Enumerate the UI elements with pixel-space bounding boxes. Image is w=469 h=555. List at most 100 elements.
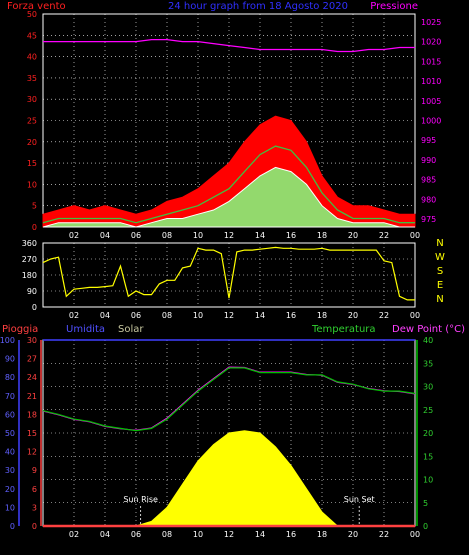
temp-x-tick: 12 [224,530,234,539]
compass-label: W [435,252,445,263]
wind-axis-label: Forza vento [7,1,66,12]
rain-y-tick: 6 [32,485,37,494]
wind-x-tick: 18 [317,231,327,240]
temp-x-tick: 02 [69,530,79,539]
wind-x-tick: 14 [255,231,265,240]
wind-y-tick: 30 [27,95,37,104]
wind-average-area [42,166,415,228]
temp-x-tick: 22 [379,530,389,539]
humidity-y-tick: 70 [5,392,15,401]
wind-x-tick: 22 [379,231,389,240]
chart-title: 24 hour graph from 18 Agosto 2020 [168,1,348,12]
humidity-y-tick: 90 [5,355,15,364]
pressure-y-tick: 985 [421,176,436,185]
rain-y-tick: 9 [32,466,37,475]
wind-x-tick: 04 [100,231,110,240]
humidity-y-tick: 0 [10,522,15,531]
direction-x-tick: 10 [193,311,203,320]
wind-x-tick: 20 [348,231,358,240]
pressure-y-tick: 1025 [421,18,441,27]
humidity-y-tick: 40 [5,448,15,457]
temperature-y-tick: 30 [423,383,433,392]
wind-y-tick: 15 [27,159,37,168]
direction-x-tick: 14 [255,311,265,320]
direction-x-tick: 02 [69,311,79,320]
wind-y-tick: 35 [27,74,37,83]
direction-x-tick: 18 [317,311,327,320]
temp-x-tick: 08 [162,530,172,539]
wind-mid-series [42,145,415,224]
compass-label: S [437,266,443,277]
wind-pressure-panel: 02 04 06 08 10 12 14 16 18 20 22 000510152025303540… [27,10,442,240]
temperature-y-tick: 20 [423,429,433,438]
direction-y-tick: 180 [22,271,37,280]
temperature-axis-label: Temperatura [311,324,376,335]
humidity-y-tick: 20 [5,485,15,494]
temp-x-tick: 00 [410,530,420,539]
wind-direction-series [42,246,415,301]
humidity-y-tick: 60 [5,410,15,419]
temp-x-tick: 20 [348,530,358,539]
temperature-y-tick: 0 [423,522,428,531]
direction-x-tick: 12 [224,311,234,320]
temperature-y-tick: 15 [423,452,433,461]
direction-y-tick: 360 [22,239,37,248]
rain-y-tick: 18 [27,410,37,419]
humidity-y-tick: 50 [5,429,15,438]
pressure-series [43,38,415,53]
wind-gust-area [42,115,416,228]
wind-x-tick: 06 [131,231,141,240]
wind-y-tick: 0 [32,223,37,232]
compass-label: N [436,294,443,305]
rain-y-tick: 27 [27,355,37,364]
direction-x-tick: 20 [348,311,358,320]
temp-x-tick: 04 [100,530,110,539]
rain-y-tick: 3 [32,503,37,512]
rain-y-tick: 0 [32,522,37,531]
pressure-y-tick: 1020 [421,38,441,47]
compass-label: E [437,280,443,291]
rain-y-tick: 21 [27,392,37,401]
temp-x-tick: 06 [131,530,141,539]
sun-marker-label: Sun Set [344,495,375,504]
humidity-y-tick: 10 [5,503,15,512]
wind-y-tick: 5 [32,202,37,211]
temperature-y-tick: 5 [423,499,428,508]
direction-x-tick: 04 [100,311,110,320]
humidity-y-tick: 80 [5,373,15,382]
pressure-y-tick: 995 [421,136,436,145]
pressure-y-tick: 1015 [421,57,441,66]
humidity-axis-label: Umidita [66,324,105,335]
rain-y-tick: 15 [27,429,37,438]
wind-x-tick: 10 [193,231,203,240]
temperature-y-tick: 10 [423,476,433,485]
rain-y-tick: 24 [27,373,37,382]
temperature-y-tick: 40 [423,336,433,345]
direction-x-tick: 16 [286,311,296,320]
dew-point-axis-label: Dew Point (°C) [392,324,465,335]
direction-y-tick: 90 [27,287,37,296]
sun-marker-label: Sun Rise [123,495,158,504]
solar-axis-label: Solar [118,324,144,335]
temp-x-tick: 16 [286,530,296,539]
pressure-y-tick: 1010 [421,77,441,86]
temp-x-tick: 14 [255,530,265,539]
direction-y-tick: 270 [22,255,37,264]
wind-y-tick: 50 [27,10,37,19]
temperature-solar-panel: 02 04 06 08 10 12 14 16 18 20 22 000102030405060708… [0,336,433,539]
temperature-y-tick: 35 [423,359,433,368]
wind-x-tick: 16 [286,231,296,240]
wind-y-tick: 10 [27,180,37,189]
wind-x-tick: 12 [224,231,234,240]
wind-x-tick: 02 [69,231,79,240]
pressure-y-tick: 975 [421,215,436,224]
direction-x-tick: 08 [162,311,172,320]
humidity-y-tick: 30 [5,466,15,475]
wind-x-tick: 08 [162,231,172,240]
rain-y-tick: 12 [27,448,37,457]
direction-x-tick: 00 [410,311,420,320]
wind-y-tick: 40 [27,53,37,62]
wind-y-tick: 20 [27,138,37,147]
